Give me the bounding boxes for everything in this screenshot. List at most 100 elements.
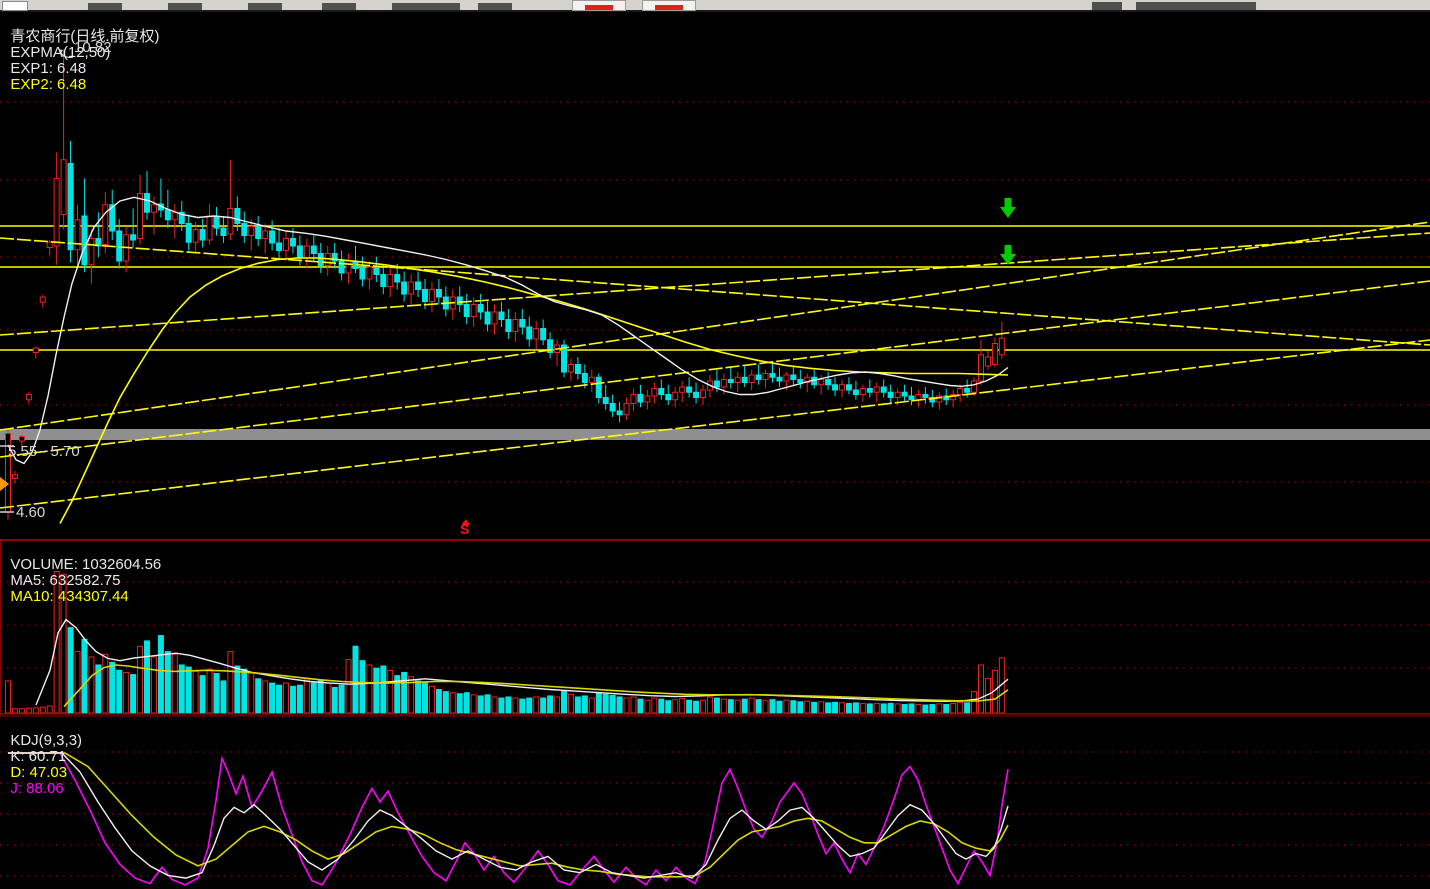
candle-body bbox=[32, 347, 39, 353]
candle-body bbox=[602, 397, 609, 404]
volume-bar bbox=[178, 664, 185, 714]
candle-body bbox=[60, 159, 67, 215]
volume-bar bbox=[567, 693, 574, 714]
volume-bar bbox=[296, 684, 303, 714]
candle-body bbox=[908, 395, 915, 401]
volume-bar bbox=[137, 645, 144, 714]
candle-body bbox=[463, 304, 470, 317]
candle-body bbox=[797, 379, 804, 383]
candle-body bbox=[25, 394, 32, 401]
volume-bar bbox=[32, 707, 39, 714]
candle-body bbox=[296, 245, 303, 259]
candle-body bbox=[498, 311, 505, 320]
kdj-name: KDJ(9,3,3) bbox=[10, 732, 83, 749]
candle-body bbox=[623, 403, 630, 416]
buy-button[interactable] bbox=[572, 0, 626, 11]
volume-bar bbox=[894, 703, 901, 714]
candle-body bbox=[435, 289, 442, 298]
volume-bar bbox=[442, 691, 449, 714]
candle-body bbox=[401, 281, 408, 295]
volume-bar bbox=[60, 573, 67, 714]
candle-body bbox=[526, 326, 533, 340]
candle-body bbox=[338, 260, 345, 274]
candle-body bbox=[262, 230, 269, 239]
volume-bar bbox=[936, 703, 943, 714]
candle-body bbox=[519, 319, 526, 328]
volume-bar bbox=[241, 668, 248, 714]
menu-item-fragment[interactable] bbox=[88, 3, 122, 10]
menu-item-fragment[interactable] bbox=[248, 3, 282, 10]
volume-bar bbox=[755, 699, 762, 714]
volume-bar bbox=[484, 694, 491, 714]
volume-bar bbox=[338, 684, 345, 714]
candle-body bbox=[102, 204, 109, 245]
candle-body bbox=[283, 238, 289, 251]
candle-body bbox=[366, 266, 373, 280]
low-price-label: 4.60 bbox=[16, 504, 46, 521]
candle-body bbox=[991, 343, 998, 365]
green-down-arrow bbox=[1000, 245, 1016, 265]
candle-body bbox=[998, 337, 1005, 356]
volume-bar bbox=[123, 671, 130, 714]
volume-bar bbox=[845, 702, 852, 714]
volume-bar bbox=[533, 696, 540, 714]
candle-body bbox=[713, 380, 720, 388]
candle-body bbox=[192, 229, 199, 243]
volume-bar bbox=[262, 680, 269, 714]
candle-body bbox=[67, 163, 74, 251]
candle-body bbox=[790, 374, 797, 380]
volume-bar bbox=[415, 680, 422, 714]
candle-body bbox=[727, 379, 734, 383]
candle-body bbox=[866, 388, 873, 393]
sell-marker-caret bbox=[462, 519, 470, 525]
indicator-name: EXPMA(12,50) bbox=[10, 44, 111, 61]
menu-item-fragment[interactable] bbox=[392, 3, 460, 10]
candle-body bbox=[693, 391, 700, 398]
volume-bar bbox=[18, 708, 25, 714]
candle-body bbox=[289, 238, 296, 247]
volume-bar bbox=[227, 651, 234, 714]
candle-body bbox=[505, 319, 512, 332]
menu-item-fragment[interactable] bbox=[168, 3, 202, 10]
volume-bar bbox=[463, 692, 470, 714]
volume-bar bbox=[109, 661, 116, 714]
candle-body bbox=[825, 379, 832, 386]
menu-item-fragment[interactable] bbox=[478, 3, 512, 10]
candle-body bbox=[609, 403, 616, 412]
volume-bar bbox=[449, 692, 456, 714]
volume-bar bbox=[790, 700, 797, 714]
volume-bar bbox=[727, 699, 734, 714]
volume-bar bbox=[303, 678, 310, 714]
volume-bar bbox=[317, 680, 324, 714]
volume-bar bbox=[380, 665, 387, 714]
candle-body bbox=[310, 245, 317, 254]
candle-body bbox=[665, 394, 672, 401]
candle-body bbox=[547, 339, 554, 353]
candle-body bbox=[776, 376, 783, 382]
volume-bar bbox=[929, 703, 936, 714]
volume-bar bbox=[248, 671, 255, 714]
window-icon[interactable] bbox=[2, 1, 28, 11]
statusbar-text-fragment bbox=[1136, 2, 1256, 10]
kdj-k-line bbox=[8, 752, 1009, 879]
volume-bar bbox=[157, 635, 164, 714]
sell-button[interactable] bbox=[642, 0, 696, 11]
volume-bar bbox=[734, 699, 741, 714]
candle-body bbox=[901, 391, 908, 397]
volume-bar bbox=[588, 697, 595, 714]
volume-bar bbox=[825, 702, 832, 714]
candle-body bbox=[220, 227, 227, 236]
peak-leader-arrowhead bbox=[58, 49, 63, 54]
kdj-header: KDJ(9,3,3) K: 60.71 D: 47.03 J: 88.06 bbox=[2, 717, 90, 797]
candle-body bbox=[748, 374, 755, 383]
volume-bar bbox=[915, 703, 922, 714]
candle-body bbox=[81, 215, 88, 266]
volume-bar bbox=[116, 669, 123, 714]
volume-bar bbox=[804, 700, 811, 714]
menu-item-fragment[interactable] bbox=[322, 3, 356, 10]
volume-bar bbox=[289, 685, 296, 714]
volume-bar bbox=[519, 698, 526, 714]
candle-body bbox=[345, 260, 352, 274]
volume-bar bbox=[505, 696, 512, 714]
